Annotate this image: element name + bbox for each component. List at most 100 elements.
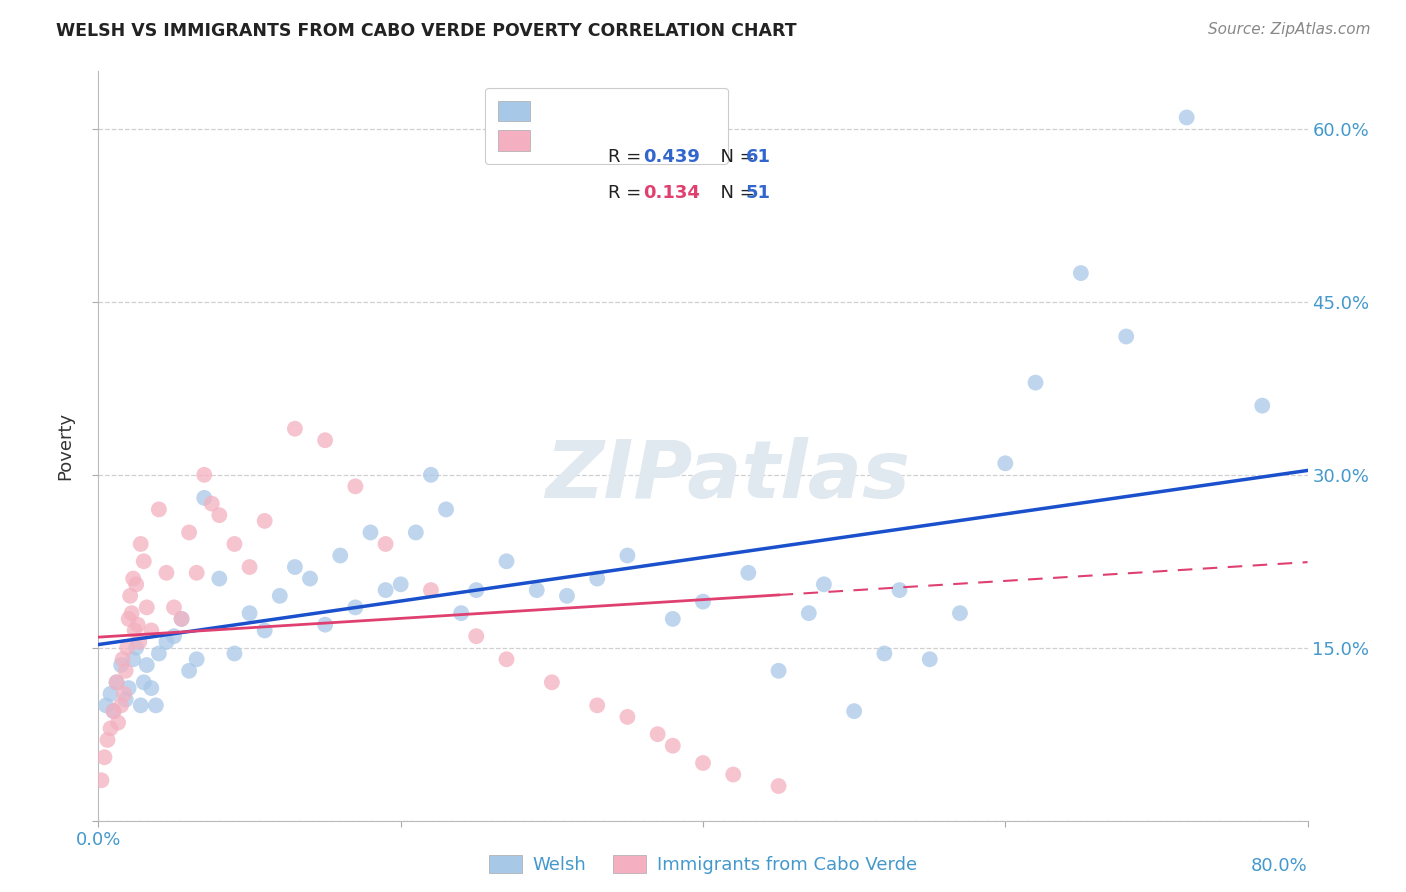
Point [420,467,443,482]
Point [692,594,714,608]
Point [132,554,155,568]
Point [145,698,167,713]
Point [224,647,246,661]
Point [100,722,122,736]
Point [120,589,142,603]
Point [586,572,609,586]
Point [103,704,125,718]
Point [314,434,336,448]
Point [114,692,136,706]
Point [93,750,115,764]
Point [526,583,548,598]
Point [495,652,517,666]
Point [208,572,231,586]
Point [420,583,443,598]
Point [105,675,128,690]
Point [329,549,352,563]
Point [616,549,638,563]
Point [111,652,134,666]
Text: 0.134: 0.134 [643,184,700,202]
Point [141,624,163,638]
Legend: R = 0.439   N = 61, R = 0.134   N = 51: R = 0.439 N = 61, R = 0.134 N = 51 [485,88,728,164]
Point [135,658,157,673]
Point [495,554,517,568]
Point [118,681,141,695]
Point [114,664,136,678]
Point [647,727,669,741]
Point [314,617,336,632]
Point [170,612,193,626]
Point [253,624,276,638]
Text: N =: N = [709,184,761,202]
Text: R =: R = [607,148,647,166]
Point [179,525,201,540]
Point [132,675,155,690]
Point [284,560,307,574]
Point [360,525,382,540]
Point [465,629,488,643]
Point [344,600,367,615]
Point [873,647,896,661]
Point [186,652,208,666]
Point [103,704,125,718]
Text: Source: ZipAtlas.com: Source: ZipAtlas.com [1208,22,1371,37]
Legend: Welsh, Immigrants from Cabo Verde: Welsh, Immigrants from Cabo Verde [481,846,925,883]
Point [299,572,322,586]
Point [661,739,683,753]
Point [918,652,941,666]
Text: 51: 51 [745,184,770,202]
Point [96,733,118,747]
Point [661,612,683,626]
Point [889,583,911,598]
Point [135,600,157,615]
Point [949,606,972,620]
Point [208,508,231,523]
Point [768,664,790,678]
Point [163,629,186,643]
Point [723,767,745,781]
Point [148,502,170,516]
Y-axis label: Poverty: Poverty [56,412,75,480]
Point [1251,399,1274,413]
Point [253,514,276,528]
Point [768,779,790,793]
Text: R =: R = [607,184,647,202]
Point [813,577,835,591]
Point [193,467,215,482]
Text: 61: 61 [745,148,770,166]
Point [110,658,132,673]
Point [105,675,128,690]
Point [125,577,148,591]
Point [122,572,145,586]
Point [124,624,146,638]
Point [125,640,148,655]
Point [107,715,129,730]
Point [100,687,122,701]
Point [163,600,186,615]
Point [115,640,138,655]
Point [1024,376,1046,390]
Point [405,525,427,540]
Point [118,612,141,626]
Point [94,698,117,713]
Point [844,704,866,718]
Text: 0.439: 0.439 [643,148,700,166]
Point [616,710,638,724]
Point [122,652,145,666]
Point [555,589,578,603]
Point [129,537,152,551]
Point [284,422,307,436]
Point [141,681,163,695]
Point [201,497,224,511]
Point [540,675,562,690]
Point [344,479,367,493]
Point [148,647,170,661]
Point [269,589,291,603]
Point [155,635,177,649]
Text: ZIPatlas: ZIPatlas [544,437,910,515]
Point [239,560,262,574]
Point [224,537,246,551]
Point [994,456,1017,470]
Point [1175,111,1198,125]
Point [374,537,396,551]
